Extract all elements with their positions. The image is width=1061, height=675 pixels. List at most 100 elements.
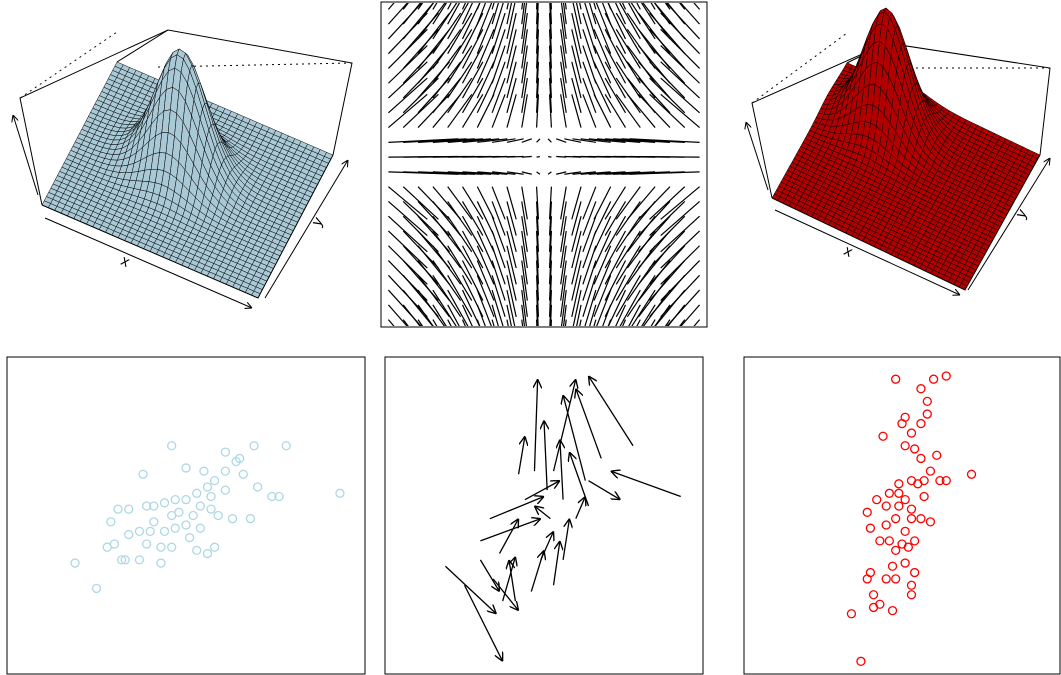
vector (560, 230, 567, 269)
vector (582, 45, 597, 84)
vector (447, 3, 469, 40)
vector (506, 230, 517, 269)
vector (432, 245, 462, 285)
vector (491, 94, 506, 128)
vector (548, 260, 553, 301)
vector (571, 12, 582, 54)
vector (604, 201, 627, 236)
arrow (534, 506, 551, 520)
vector (679, 3, 701, 25)
vector (432, 274, 462, 318)
vector (560, 3, 567, 40)
vector (604, 186, 627, 220)
vector (562, 3, 567, 25)
vector (572, 289, 582, 326)
vector (402, 93, 439, 129)
vector (547, 138, 552, 143)
vector (476, 29, 495, 69)
vector (521, 29, 528, 69)
point (149, 501, 159, 511)
vector (582, 12, 597, 54)
arrow (502, 557, 516, 602)
vector (402, 3, 422, 25)
vector (521, 94, 528, 128)
vector (641, 304, 656, 326)
vector (548, 45, 553, 84)
vector (536, 155, 541, 158)
point (281, 441, 291, 451)
vector (640, 3, 656, 25)
vector (660, 215, 700, 253)
vector (447, 186, 473, 220)
vector (535, 304, 539, 326)
point (891, 545, 901, 556)
vector (604, 260, 627, 301)
arrow (552, 541, 560, 586)
point (181, 463, 191, 473)
vector (417, 304, 434, 326)
point (159, 498, 170, 508)
vector (491, 3, 504, 40)
vector (492, 138, 516, 143)
vector (560, 94, 567, 128)
vector (571, 230, 582, 269)
vector (556, 171, 567, 175)
vector (506, 3, 513, 25)
vector (506, 275, 517, 317)
point (881, 574, 891, 584)
point (181, 494, 191, 505)
vector (521, 289, 528, 326)
point (145, 526, 155, 536)
vector (564, 171, 582, 175)
vector (649, 77, 686, 114)
point (170, 523, 180, 533)
arrow (552, 379, 576, 472)
vector (535, 13, 540, 54)
vector (417, 274, 451, 318)
vector (492, 171, 516, 175)
vector (521, 216, 528, 252)
vector (649, 201, 686, 237)
point (274, 491, 284, 502)
vector (535, 3, 539, 39)
point (192, 545, 202, 556)
point (195, 501, 205, 511)
vector (461, 201, 484, 236)
arrow (498, 519, 518, 554)
plot-frame (743, 356, 1061, 675)
vector (547, 155, 552, 158)
point (252, 482, 263, 492)
vector (521, 12, 528, 54)
vector (630, 3, 656, 40)
vector (521, 245, 528, 285)
vector (596, 289, 612, 326)
vector (575, 3, 582, 25)
vector (660, 200, 700, 237)
point (862, 507, 872, 517)
vector (615, 93, 641, 128)
point (202, 548, 213, 559)
vector (556, 138, 567, 143)
vector (596, 138, 641, 143)
box-edge-hidden (751, 32, 848, 104)
point (865, 567, 876, 578)
vector (571, 216, 582, 252)
arrow (576, 389, 602, 459)
point (335, 488, 345, 498)
vector (506, 138, 524, 143)
vector (506, 61, 517, 99)
vector (631, 289, 656, 326)
vector (649, 186, 686, 220)
vector (649, 28, 686, 69)
vector (560, 275, 567, 317)
vector (588, 3, 597, 25)
vector (571, 94, 582, 128)
point (909, 567, 920, 578)
vector (387, 45, 428, 84)
vector (387, 230, 428, 269)
vector (582, 275, 597, 318)
vector (447, 77, 473, 114)
vector (619, 3, 641, 40)
vector (560, 12, 567, 54)
vector (604, 45, 627, 84)
